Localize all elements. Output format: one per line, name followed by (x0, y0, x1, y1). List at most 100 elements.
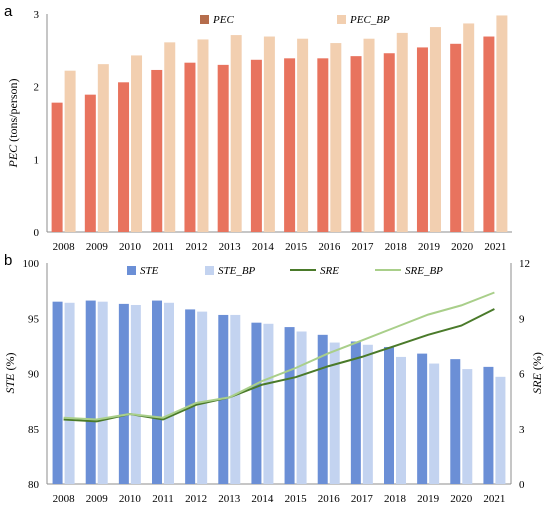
bar-ste-bp (296, 331, 307, 484)
bar-ste-bp (495, 376, 506, 484)
bar-ste (152, 300, 162, 484)
bar-ste-bp (197, 311, 208, 484)
bar-pec (250, 59, 262, 232)
bar-ste-bp (263, 323, 274, 484)
panel-a-x-tick-label: 2020 (451, 241, 474, 253)
panel-b-x-tick-label: 2017 (351, 493, 374, 505)
panel-b-x-tick-label: 2012 (185, 493, 207, 505)
panel-a-x-tick-label: 2018 (385, 241, 408, 253)
panel-a-y-tick-label: 1 (34, 154, 40, 166)
bar-ste (417, 353, 428, 484)
bar-pec-bp (164, 42, 176, 233)
bar-ste-bp (164, 302, 174, 484)
panel-b-letter: b (4, 252, 12, 269)
bar-pec-bp (496, 15, 508, 232)
panel-b-right-y-axis-title: SRE (%) (530, 352, 544, 394)
legend-label-sre: SRE (320, 265, 339, 277)
panel-a-x-tick-label: 2016 (318, 241, 341, 253)
legend-label-ste: STE (140, 265, 159, 277)
panel-b-left-y-tick-label: 85 (28, 424, 40, 436)
bar-ste-bp (230, 314, 241, 484)
bar-pec-bp (463, 23, 475, 232)
panel-a-y-axis-title: PEC (tons/person) (6, 79, 20, 169)
bar-ste (185, 309, 196, 484)
panel-b-x-tick-label: 2014 (251, 493, 274, 505)
bar-pec (51, 102, 63, 232)
bar-pec-bp (396, 32, 408, 232)
bar-pec (317, 58, 329, 233)
panel-a-x-tick-label: 2009 (86, 241, 109, 253)
bar-ste-bp (329, 342, 340, 484)
bar-pec (284, 58, 296, 233)
panel-a-letter: a (4, 3, 13, 20)
panel-b-left-y-ticks: 80 85 90 95 100 (23, 258, 40, 491)
bar-pec-bp (429, 27, 441, 232)
panel-a-x-tick-label: 2019 (418, 241, 441, 253)
bar-ste-bp (362, 344, 373, 484)
bar-pec-bp (64, 70, 76, 233)
legend-swatch-ste-bp (205, 266, 214, 275)
panel-b-x-tick-label: 2013 (218, 493, 241, 505)
bar-ste (52, 301, 63, 484)
bar-pec-bp (97, 64, 109, 232)
panel-b-right-y-tick-label: 12 (519, 258, 530, 270)
panel-a-x-tick-label: 2013 (219, 241, 242, 253)
bar-ste-bp (64, 302, 75, 484)
bar-ste (284, 327, 295, 484)
panel-a-y-axis-title-unit: (tons/person) (6, 79, 20, 145)
legend-swatch-pec (200, 15, 209, 24)
panel-b-x-tick-label: 2020 (450, 493, 473, 505)
panel-b-legend: STE STE_BP SRE SRE_BP (127, 265, 443, 277)
bar-pec-bp (197, 39, 209, 232)
panel-a-y-ticks: 0 1 2 3 (34, 9, 40, 239)
panel-a-y-axis-title-symbol: PEC (6, 144, 20, 169)
panel-a-y-tick-label: 2 (34, 82, 40, 94)
panel-b-x-ticks: 2008 2009 2010 2011 2012 2013 2014 2015 2016 2017… (53, 493, 506, 505)
bar-ste (450, 359, 461, 484)
panel-b-x-tick-label: 2015 (285, 493, 308, 505)
bar-ste (251, 322, 262, 484)
bar-pec (383, 53, 395, 232)
legend-label-sre-bp: SRE_BP (405, 265, 443, 277)
panel-b-right-y-tick-label: 3 (519, 424, 525, 436)
legend-swatch-pec-bp (337, 15, 346, 24)
panel-b-left-y-tick-label: 100 (23, 258, 40, 270)
legend-swatch-ste (127, 266, 136, 275)
bar-pec-bp (297, 38, 309, 232)
bar-pec (217, 64, 229, 232)
panel-a-x-tick-label: 2008 (53, 241, 76, 253)
bar-pec-bp (263, 36, 275, 232)
legend-label-pec-bp: PEC_BP (349, 14, 390, 26)
bar-pec (350, 56, 362, 232)
legend-label-pec: PEC (212, 14, 234, 26)
panel-b: b 80 85 90 95 100 0 3 6 9 12 2008 2009 2010 2011 201… (3, 252, 544, 505)
panel-a-y-tick-label: 0 (34, 227, 40, 239)
bar-ste (384, 346, 394, 484)
panel-a-legend: PEC PEC_BP (200, 14, 390, 26)
bar-ste-bp (429, 363, 440, 484)
panel-a-x-tick-label: 2015 (285, 241, 308, 253)
bar-ste (118, 303, 129, 484)
bar-ste (483, 366, 494, 484)
bar-pec (151, 69, 163, 232)
panel-a-x-tick-label: 2012 (185, 241, 207, 253)
panel-b-bars (52, 300, 506, 484)
line-sre-bp (63, 291, 495, 421)
panel-b-right-y-tick-label: 6 (519, 369, 525, 381)
panel-b-right-y-axis-title-symbol: SRE (530, 373, 544, 394)
panel-a-bars (51, 15, 508, 233)
panel-b-left-y-tick-label: 80 (28, 479, 40, 491)
panel-a-x-tick-label: 2011 (152, 241, 174, 253)
bar-pec-bp (230, 35, 242, 232)
bar-pec (184, 62, 196, 232)
bar-pec (118, 82, 130, 232)
panel-b-right-y-ticks: 0 3 6 9 12 (519, 258, 530, 491)
bar-pec-bp (330, 43, 342, 232)
panel-a-x-tick-label: 2010 (119, 241, 142, 253)
panel-b-x-tick-label: 2011 (152, 493, 174, 505)
panel-a-x-tick-label: 2021 (484, 241, 506, 253)
panel-b-lines (63, 291, 495, 423)
panel-b-left-y-axis-title-unit: (%) (3, 352, 17, 373)
